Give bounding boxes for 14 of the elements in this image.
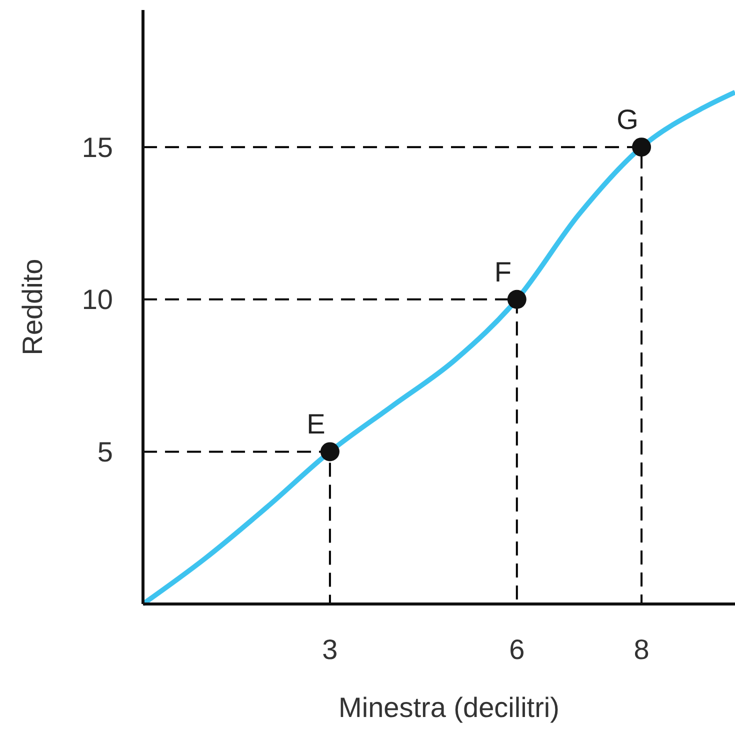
point [507,290,526,309]
y-tick-label: 5 [97,436,113,468]
x-tick-label: 3 [322,634,338,665]
x-axis-title: Minestra (decilitri) [338,692,560,723]
y-tick-label: 15 [82,132,113,163]
point [632,138,652,157]
x-tick-label: 8 [634,634,650,665]
point [320,442,340,462]
x-tick-label: 6 [509,634,525,665]
annotation: E [306,408,326,440]
annotation: F [494,256,512,288]
y-tick-label: 10 [82,284,113,316]
annotation: G [616,104,638,136]
y-axis-title: Reddito [17,258,48,356]
